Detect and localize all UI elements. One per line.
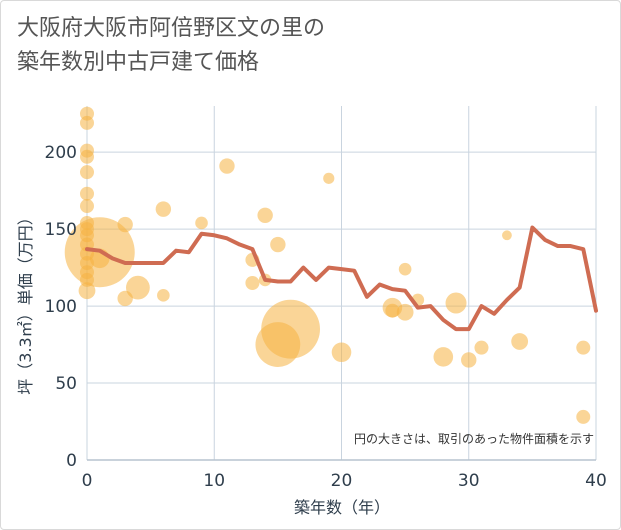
bubble-point [155,201,172,217]
bubble-point [474,340,489,355]
bubble-point [511,333,529,350]
y-tick-label: 50 [55,374,77,394]
bubble-point [270,236,286,253]
bubble-point [157,289,170,302]
bubble-point [80,115,94,130]
y-tick-label: 0 [66,451,77,471]
bubble-point [433,347,454,367]
x-tick-label: 30 [458,471,480,491]
y-tick-label: 200 [45,143,77,163]
bubble-point [117,216,133,233]
bubble-point [261,299,320,359]
bubble-point [245,276,260,290]
x-axis-title: 築年数（年） [294,498,390,517]
bubble-points [64,106,591,424]
grid-lines [86,106,597,461]
bubble-point [80,165,94,180]
bubble-point [331,342,352,363]
bubble-point [461,352,477,368]
bubble-size-note: 円の大きさは、取引のあった物件面積を示す [354,431,594,446]
chart-title-line-2: 築年数別中古戸建て価格 [17,50,260,75]
bubble-point [396,303,414,321]
bubble-point [219,158,235,174]
y-axis-title: 坪（3.3㎡）単価（万円） [16,209,35,394]
axis-ticks: 0 10 20 30 40 0 50 100 150 200 [45,143,607,491]
bubble-point [502,230,512,241]
bubble-point [80,149,94,164]
x-tick-label: 0 [82,471,93,491]
chart-title: 大阪府大阪市阿倍野区文の里の 築年数別中古戸建て価格 [17,12,497,80]
bubble-point [385,303,400,318]
bubble-point [576,340,591,355]
bubble-point [80,186,94,201]
bubble-point [257,207,273,223]
x-tick-label: 40 [585,471,607,491]
average-line-layer [85,225,598,332]
x-tick-label: 20 [331,471,353,491]
bubble-point [323,172,335,184]
y-tick-label: 100 [45,297,77,317]
bubble-point [78,282,96,300]
bubble-point [195,216,208,230]
bubble-point [398,262,412,276]
bubble-point [125,275,150,300]
bubble-point [445,292,467,314]
average-price-line [85,225,598,332]
y-tick-label: 150 [45,220,77,240]
chart-title-line-1: 大阪府大阪市阿倍野区文の里の [17,16,326,41]
bubble-point [80,199,94,214]
x-tick-label: 10 [203,471,225,491]
bubble-point [576,409,591,424]
